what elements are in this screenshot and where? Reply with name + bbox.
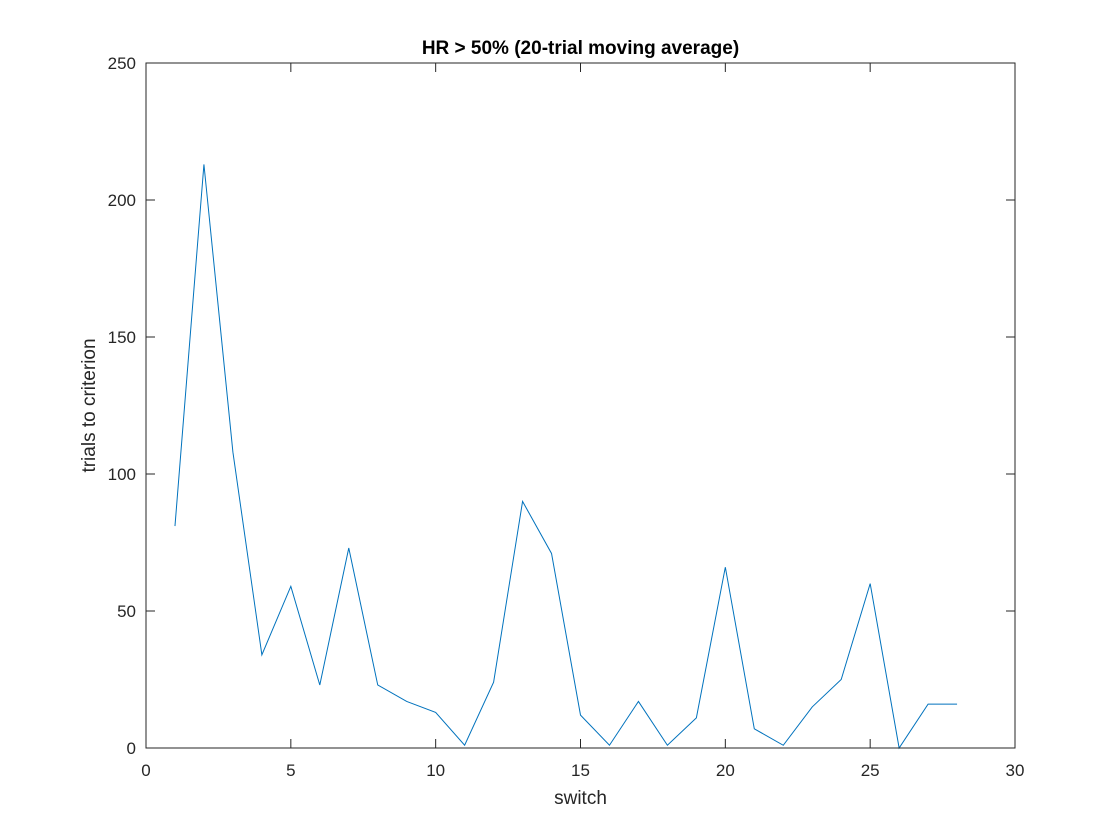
x-tick-label: 20 xyxy=(716,761,735,780)
x-tick-label: 0 xyxy=(141,761,150,780)
y-axis-label: trials to criterion xyxy=(79,338,100,472)
x-tick-label: 10 xyxy=(426,761,445,780)
x-tick-label: 30 xyxy=(1006,761,1025,780)
x-tick-label: 5 xyxy=(286,761,295,780)
x-tick-label: 25 xyxy=(861,761,880,780)
y-tick-label: 0 xyxy=(127,739,136,758)
x-ticks: 0 5 10 15 20 25 30 xyxy=(141,63,1024,780)
y-tick-label: 100 xyxy=(108,465,136,484)
series-line-0 xyxy=(174,164,958,750)
plot-area xyxy=(146,63,1015,748)
y-tick-label: 50 xyxy=(117,602,136,621)
y-tick-label: 250 xyxy=(108,54,136,73)
x-axis-label: switch xyxy=(554,788,607,809)
y-tick-label: 200 xyxy=(108,191,136,210)
chart-title: HR > 50% (20-trial moving average) xyxy=(422,38,739,59)
x-tick-label: 15 xyxy=(571,761,590,780)
y-ticks: 0 50 100 150 200 250 xyxy=(108,54,1015,758)
series-layer xyxy=(174,164,958,750)
y-tick-label: 150 xyxy=(108,328,136,347)
